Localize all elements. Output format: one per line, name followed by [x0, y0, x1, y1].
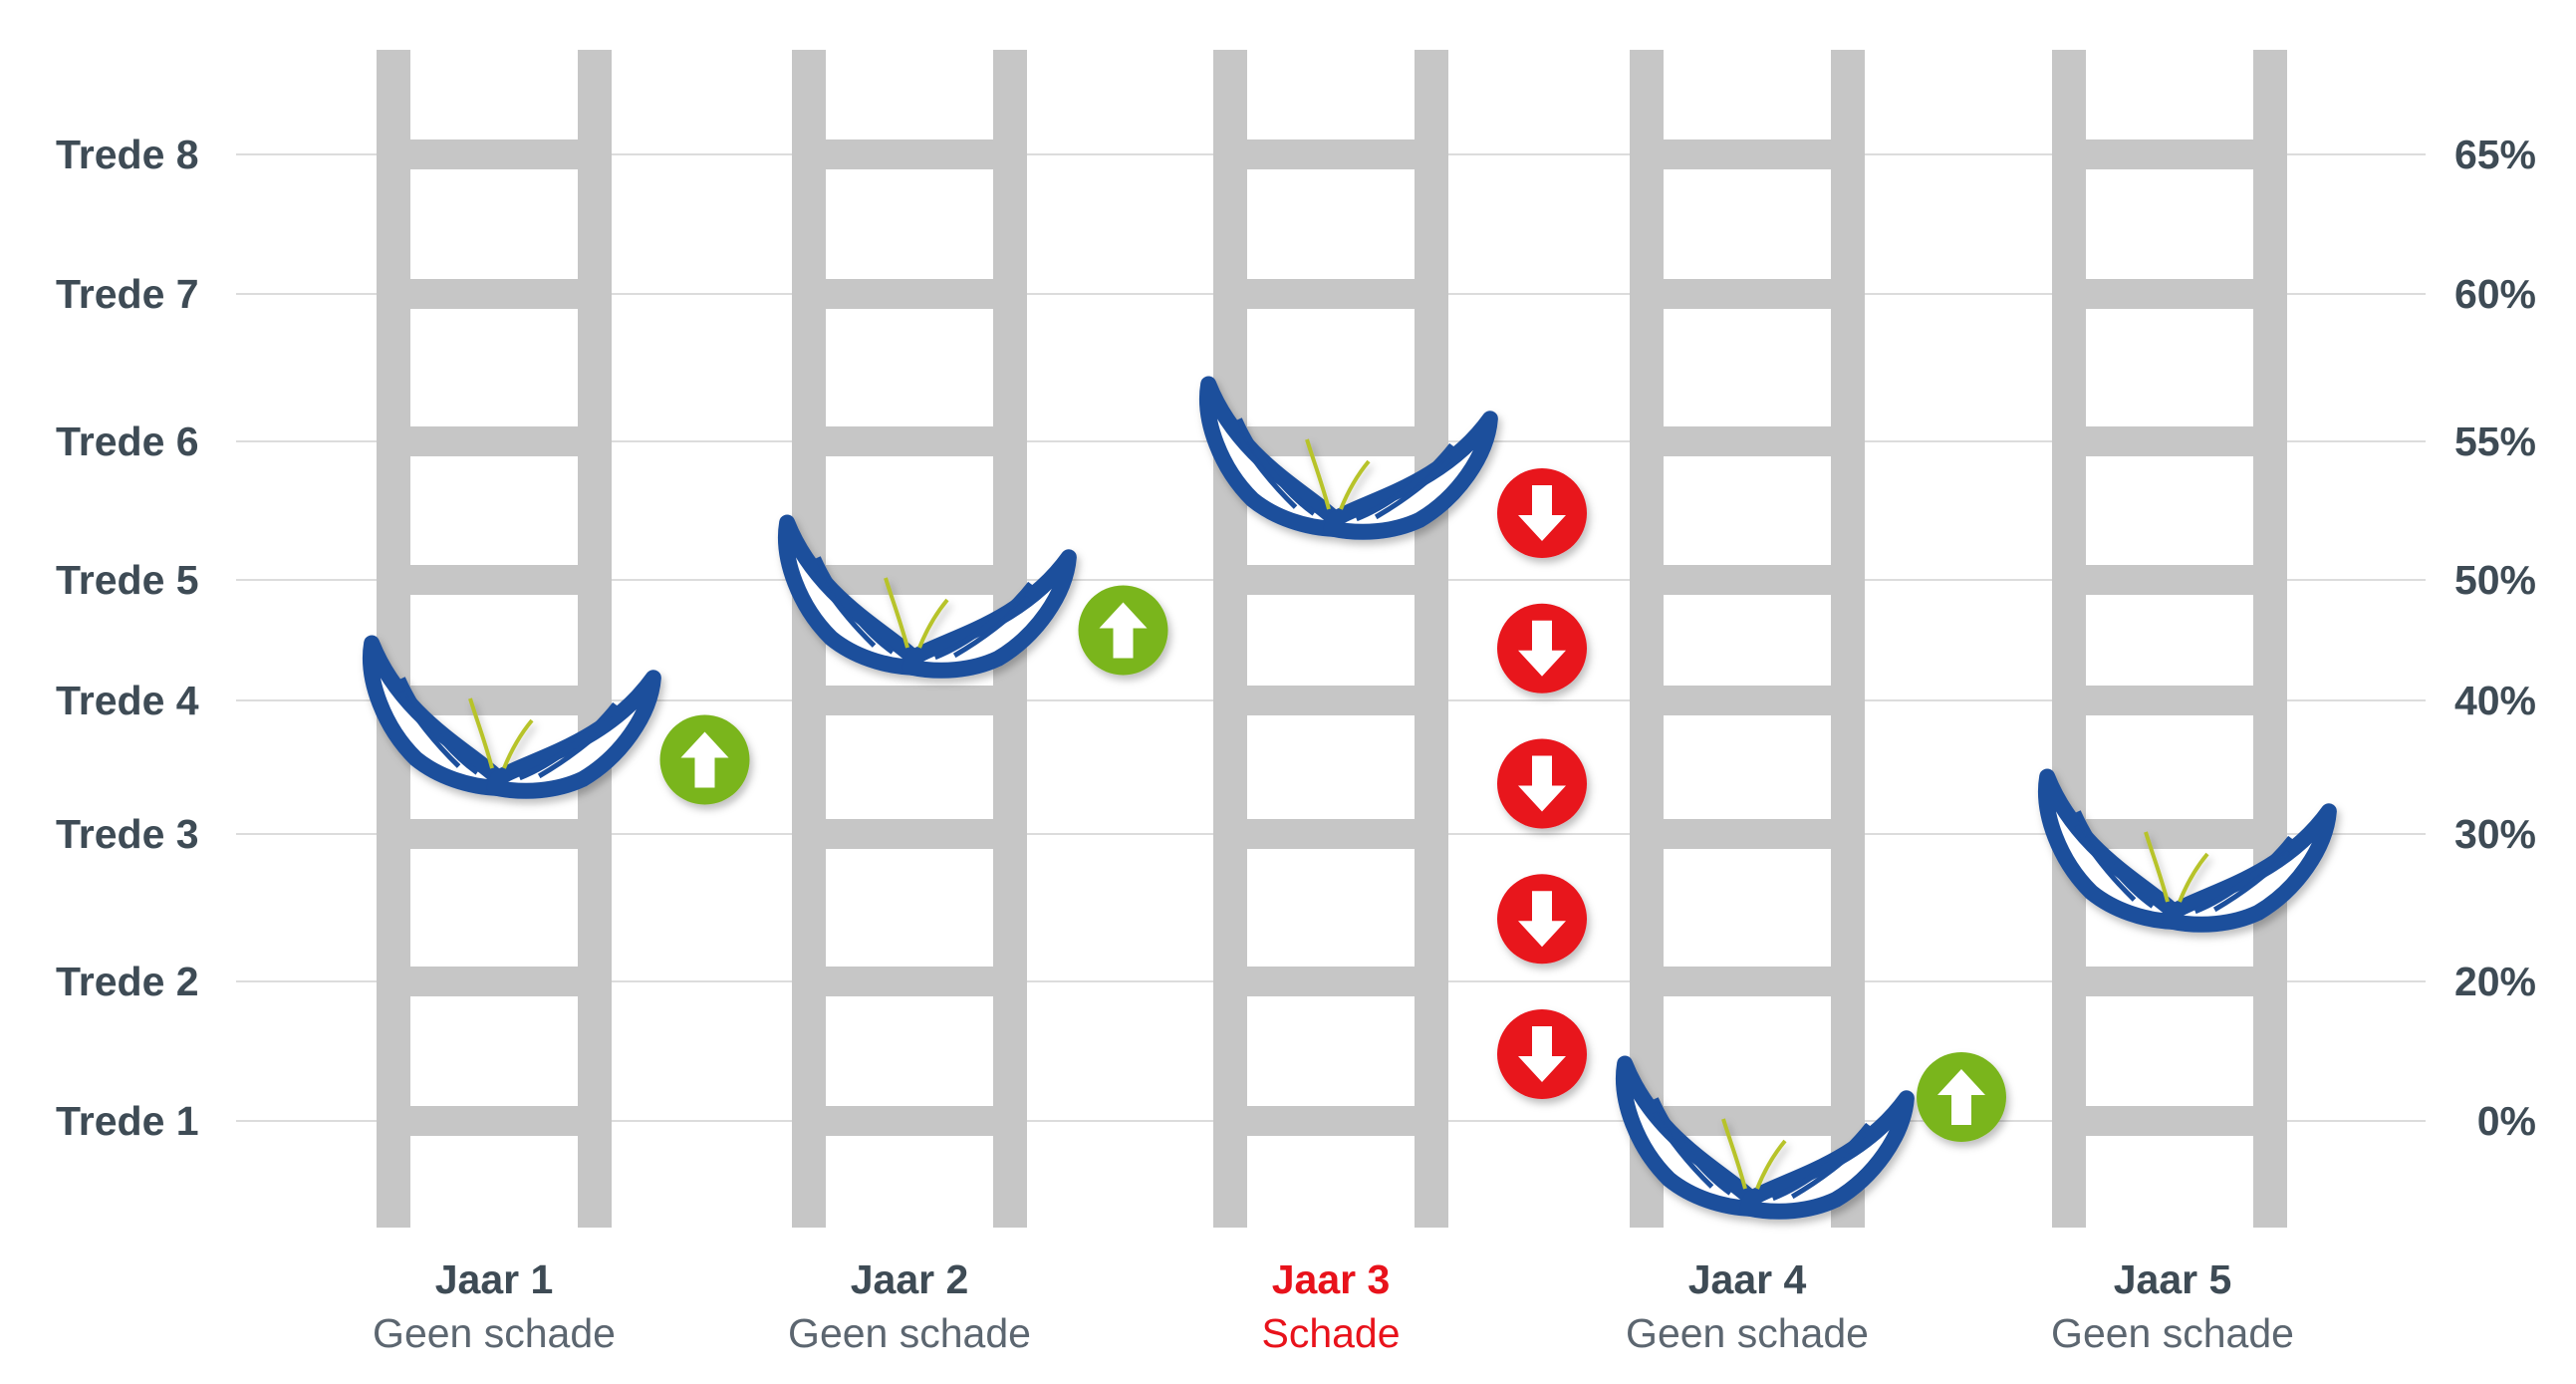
- arrow-up-icon: [1917, 1052, 2006, 1142]
- arrows: [659, 468, 2006, 1142]
- discount-label: 55%: [2454, 418, 2536, 464]
- arrow-up-icon: [659, 714, 750, 805]
- wings-icon: [1622, 1052, 1910, 1247]
- markers: [369, 373, 2332, 1247]
- ladder-rung: [792, 686, 1027, 715]
- year-label: Jaar 2: [851, 1256, 969, 1302]
- discount-label: 20%: [2454, 959, 2536, 1004]
- ladder-rung: [1630, 686, 1865, 715]
- step-label: Trede 7: [56, 271, 199, 317]
- claim-status: Geen schade: [788, 1310, 1031, 1356]
- ladder: [377, 50, 612, 1228]
- discount-label: 50%: [2454, 557, 2536, 603]
- claim-status: Geen schade: [2051, 1310, 2294, 1356]
- ladder-rung: [792, 139, 1027, 169]
- step-label: Trede 4: [56, 678, 199, 723]
- ladder-rail: [1630, 50, 1664, 1228]
- ladder-rung: [1213, 1106, 1448, 1136]
- ladder-rung: [1630, 819, 1865, 849]
- step-label: Trede 5: [56, 557, 199, 603]
- ladder: [1213, 50, 1448, 1228]
- ladder-rung: [377, 139, 612, 169]
- labels: Trede 8 65% Trede 7 60% Trede 6 55% Trede 5 50%…: [56, 132, 2536, 1356]
- ladder-rung: [2052, 686, 2287, 715]
- ladder: [1630, 50, 1865, 1228]
- year-label: Jaar 5: [2114, 1256, 2232, 1302]
- claim-status: Geen schade: [1626, 1310, 1869, 1356]
- ladder-rung: [377, 565, 612, 595]
- ladder-rung: [1630, 279, 1865, 309]
- ladder-rail: [1831, 50, 1865, 1228]
- discount-label: 0%: [2477, 1098, 2536, 1144]
- arrow-down-icon: [1497, 738, 1587, 829]
- ladder-rung: [1213, 139, 1448, 169]
- arrow-down-icon: [1497, 468, 1587, 558]
- step-label: Trede 6: [56, 418, 199, 464]
- ladder-rung: [792, 279, 1027, 309]
- ladder-rung: [1213, 565, 1448, 595]
- ladder-rung: [1630, 426, 1865, 456]
- ladder-rung: [1630, 967, 1865, 996]
- ladder-rung: [1213, 686, 1448, 715]
- step-label: Trede 2: [56, 959, 199, 1004]
- ladder-rung: [377, 426, 612, 456]
- ladder-rung: [1630, 139, 1865, 169]
- step-label: Trede 1: [56, 1098, 199, 1144]
- arrow-down-icon: [1497, 1009, 1587, 1099]
- year-label: Jaar 1: [435, 1256, 554, 1302]
- ladder-rail: [377, 50, 410, 1228]
- ladder-rung: [2052, 426, 2287, 456]
- ladder-rung: [792, 1106, 1027, 1136]
- ladder-rung: [2052, 279, 2287, 309]
- claim-status: Geen schade: [373, 1310, 616, 1356]
- arrow-up-icon: [1078, 585, 1168, 676]
- wings-icon: [784, 511, 1072, 706]
- ladder-rail: [578, 50, 612, 1228]
- ladder-rung: [377, 967, 612, 996]
- discount-label: 30%: [2454, 811, 2536, 857]
- ladder-rung: [1213, 819, 1448, 849]
- claim-status: Schade: [1261, 1310, 1400, 1356]
- discount-label: 65%: [2454, 132, 2536, 177]
- ladder-rail: [2052, 50, 2086, 1228]
- ladder-rung: [2052, 565, 2287, 595]
- ladder-rung: [377, 819, 612, 849]
- ladder-rung: [377, 1106, 612, 1136]
- ladder-rail: [1213, 50, 1247, 1228]
- ladder-rung: [2052, 967, 2287, 996]
- ladder-rung: [377, 279, 612, 309]
- ladder-rail: [1415, 50, 1448, 1228]
- step-label: Trede 8: [56, 132, 199, 177]
- ladder-rung: [1213, 279, 1448, 309]
- ladder: [2052, 50, 2287, 1228]
- ladder-rung: [792, 967, 1027, 996]
- discount-label: 60%: [2454, 271, 2536, 317]
- arrow-down-icon: [1497, 874, 1587, 965]
- year-label: Jaar 4: [1688, 1256, 1807, 1302]
- ladder-rung: [1630, 565, 1865, 595]
- wings-icon: [369, 632, 656, 827]
- ladder-rung: [792, 426, 1027, 456]
- arrow-down-icon: [1497, 603, 1587, 693]
- ladder-rung: [2052, 1106, 2287, 1136]
- step-label: Trede 3: [56, 811, 199, 857]
- wings-icon: [1205, 373, 1493, 568]
- ladder-rail: [792, 50, 826, 1228]
- ladder-rung: [1213, 967, 1448, 996]
- ladder-rung: [2052, 139, 2287, 169]
- ladder-rail: [2253, 50, 2287, 1228]
- discount-label: 40%: [2454, 678, 2536, 723]
- year-label: Jaar 3: [1272, 1256, 1391, 1302]
- ladder-rung: [792, 819, 1027, 849]
- ladders: [377, 50, 2287, 1228]
- wings-icon: [2044, 765, 2332, 961]
